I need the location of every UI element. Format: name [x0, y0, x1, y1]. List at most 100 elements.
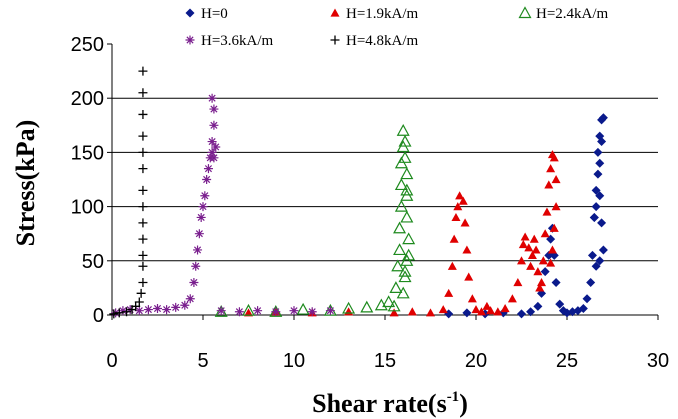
series-4-point	[143, 305, 153, 315]
series-2-point	[476, 307, 486, 316]
series-5-point	[136, 288, 146, 298]
series-2-point	[458, 196, 468, 205]
series-1-point	[533, 301, 543, 311]
series-2-point	[471, 305, 481, 314]
x-tick-labels: 0 5 10 15 20 25 30	[106, 350, 669, 372]
series-5-point	[138, 66, 148, 76]
series-5-point	[138, 261, 148, 271]
series-2-point	[544, 180, 554, 189]
series-2-point	[447, 261, 457, 270]
series-3-point	[398, 264, 412, 277]
series-3-point	[360, 300, 374, 313]
series-4-point	[307, 307, 317, 317]
series-4-point	[180, 300, 190, 310]
series-2-point	[526, 261, 536, 270]
series-3-point	[342, 301, 356, 314]
legend-label: H=1.9kA/m	[346, 6, 419, 22]
series-3-point	[374, 298, 388, 311]
x-tick-label-30: 30	[647, 350, 669, 372]
series-2-point	[486, 306, 496, 315]
series-4-point	[193, 245, 203, 255]
series-1-point	[597, 137, 607, 147]
legend-item-5: H=4.8kA/m	[330, 33, 419, 49]
series-1-point	[587, 250, 597, 260]
series-1-point	[591, 261, 601, 271]
series-5-point	[138, 250, 148, 260]
series-4-point	[200, 191, 210, 201]
series-5-point	[138, 131, 148, 141]
series-2-point	[426, 308, 435, 317]
legend-item-4: H=3.6kA/m	[185, 33, 274, 49]
series-2-point	[527, 250, 537, 259]
x-axis-title-exponent: -1	[447, 389, 460, 405]
series-4-point	[196, 212, 206, 222]
legend: H=0 H=1.9kA/m H=2.4kA/m H=3.6kA/m H=4.8kA/m	[185, 6, 609, 49]
series-2-point	[455, 191, 465, 200]
series-4-point	[207, 137, 217, 147]
series-2-point	[407, 307, 417, 316]
series-1-point	[589, 212, 599, 222]
legend-item-1: H=0	[185, 6, 228, 22]
series-1-point	[517, 309, 526, 319]
series-1-point	[593, 169, 603, 179]
series-2-point	[482, 301, 492, 310]
series-5-point	[109, 309, 119, 319]
series-2-point	[535, 283, 545, 292]
legend-marker	[185, 35, 195, 45]
legend-marker	[330, 8, 340, 17]
series-2-point	[537, 277, 547, 287]
data-points	[109, 66, 608, 319]
series-5-point	[138, 202, 148, 212]
series-4-point	[253, 306, 263, 316]
series-2-point	[507, 294, 517, 303]
series-2-point	[453, 202, 463, 211]
series-3-point	[400, 183, 414, 196]
series-3-point	[296, 302, 310, 315]
series-1-point	[598, 245, 608, 255]
series-1-point	[526, 307, 536, 317]
series-4-point	[191, 261, 201, 271]
series-2-point	[389, 308, 399, 317]
gridlines	[112, 97, 658, 262]
series-4-point	[207, 147, 217, 157]
series-3-point	[382, 295, 396, 308]
x-tick-label-20: 20	[465, 350, 487, 372]
y-tick-labels: 0 50 100 150 200 250	[71, 34, 104, 327]
series-4	[111, 93, 335, 318]
series-5-point	[138, 277, 148, 287]
series-2-point	[244, 308, 253, 317]
y-tick-label-200: 200	[71, 88, 104, 110]
series-5-point	[138, 109, 148, 119]
series-2-point	[493, 307, 503, 316]
series-5-point	[138, 88, 148, 98]
series-3-point	[402, 248, 416, 261]
axes	[107, 43, 659, 320]
series-2-point	[462, 245, 472, 254]
series-5-point	[138, 164, 148, 174]
series-4-point	[198, 202, 208, 212]
legend-label: H=0	[201, 6, 228, 22]
series-2-point	[538, 256, 548, 265]
series-4-point	[162, 305, 172, 315]
series-5-point	[134, 297, 144, 307]
series-1-point	[591, 202, 601, 212]
series-3-point	[393, 243, 407, 256]
series-2-point	[549, 153, 559, 162]
legend-label: H=4.8kA/m	[346, 33, 419, 49]
x-axis-title-main: Shear rate(s	[312, 389, 447, 418]
y-tick-label-50: 50	[82, 251, 104, 273]
series-3-point	[398, 134, 412, 147]
series-2-point	[551, 202, 561, 211]
series-4-point	[216, 306, 226, 316]
series-3-point	[394, 199, 408, 212]
series-2-point	[438, 305, 448, 314]
series-4-point	[234, 307, 244, 317]
series-2-point	[551, 175, 561, 184]
series-5-point	[138, 185, 148, 195]
series-2-point	[467, 294, 477, 303]
series-1-point	[595, 191, 605, 201]
series-1-point	[597, 218, 607, 228]
series-4-point	[153, 303, 162, 313]
series-3-point	[400, 167, 414, 180]
